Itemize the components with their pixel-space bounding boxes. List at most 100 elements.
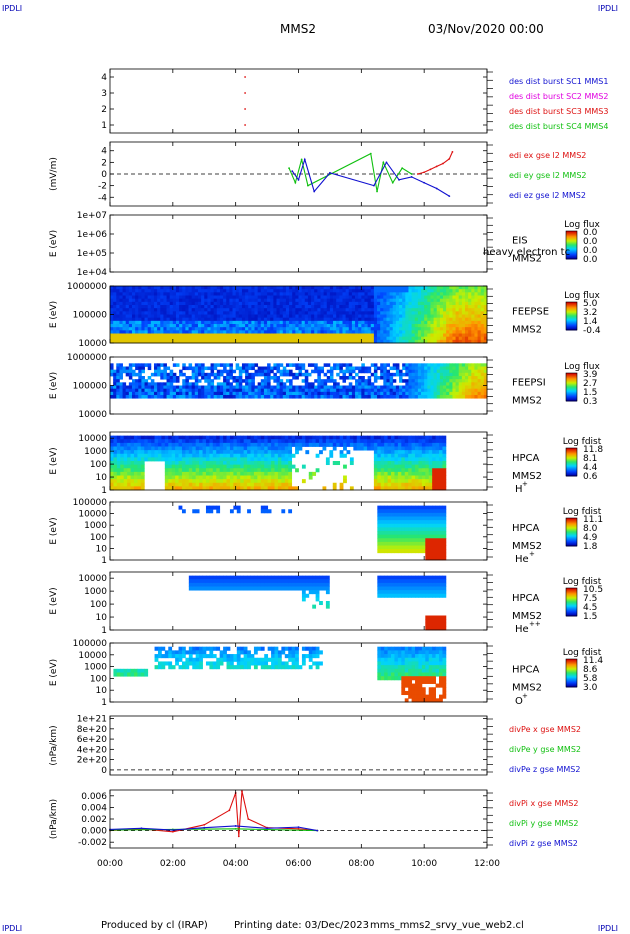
heatmap-cell [342,298,347,303]
heatmap-cell [414,369,419,374]
heatmap-cell [392,308,397,312]
heatmap-cell [295,327,299,331]
heatmap-cell [236,439,241,444]
heatmap-cell [295,292,299,296]
heatmap-cell [304,295,309,300]
colorbar-cell [566,311,577,313]
heatmap-cell [179,305,183,309]
heatmap-cell [377,464,382,469]
heatmap-cell [477,379,482,383]
heatmap-cell [339,442,344,447]
heatmap-cell [131,317,136,322]
colorbar-cell [566,467,577,469]
heatmap-cell [207,311,211,315]
heatmap-cell [185,336,189,341]
heatmap-cell [161,446,166,451]
heatmap-cell [243,479,248,484]
heatmap-cell [178,471,183,476]
heatmap-cell [128,308,133,312]
heatmap-cell [279,301,284,306]
heatmap-cell [433,379,438,383]
heatmap-cell [207,333,211,338]
heatmap-cell [428,486,433,491]
heatmap-cell [483,385,488,390]
heatmap-cell [223,308,227,312]
heatmap-cell [273,395,277,399]
colorbar-cell [566,377,577,379]
heatmap-cell [157,336,161,341]
heatmap-cell [461,311,466,315]
heatmap-cell [443,366,447,371]
heatmap-cell [455,317,460,322]
heatmap-cell [191,327,196,331]
data-point [410,176,413,178]
heatmap-cell [402,292,406,296]
heatmap-cell [399,317,403,322]
heatmap-cell [415,482,419,487]
heatmap-cell [209,468,214,473]
heatmap-cell [295,395,299,399]
heatmap-cell [257,366,262,371]
heatmap-cell [411,298,416,303]
heatmap-cell [212,479,217,484]
heatmap-cell [223,311,227,315]
heatmap-cell [144,330,149,334]
heatmap-cell [430,298,434,303]
heatmap-cell [251,327,255,331]
heatmap-cell [229,298,233,303]
colorbar-tick: 5.0 [583,299,598,309]
heatmap-cell [273,366,277,371]
heatmap-cell [219,305,224,309]
heatmap-cell [241,301,246,306]
heatmap-cell [386,327,391,331]
heatmap-cell [480,298,485,303]
heatmap-cell [260,464,265,469]
heatmap-cell [351,391,356,396]
heatmap-cell [175,446,179,451]
heatmap-cell [289,308,293,312]
heatmap-cell [446,292,450,296]
heatmap-cell [207,379,211,383]
heatmap-cell [399,369,403,374]
heatmap-cell [247,464,251,469]
heatmap-cell [226,292,230,296]
instrument-sub-label: MMS2 [512,396,542,407]
heatmap-cell [119,305,123,309]
heatmap-cell [387,464,392,469]
heatmap-cell [270,333,274,338]
heatmap-cell [185,450,190,455]
heatmap-cell [243,450,248,455]
heatmap-cell [446,289,450,293]
heatmap-cell [339,333,343,338]
heatmap-cell [373,311,378,315]
heatmap-cell [210,289,215,293]
heatmap-cell [150,324,155,328]
heatmap-cell [391,471,395,476]
heatmap-cell [336,366,340,371]
heatmap-cell [229,317,233,322]
heatmap-cell [391,505,395,510]
heatmap-cell [182,308,186,312]
heatmap-cell [241,286,246,290]
heatmap-cell [285,369,290,374]
heatmap-cell [471,317,475,322]
heatmap-cell [317,317,321,322]
heatmap-cell [210,327,215,331]
heatmap-cell [373,442,378,447]
heatmap-cell [116,471,121,476]
heatmap-cell [404,512,409,517]
heatmap-cell [113,314,117,319]
heatmap-cell [179,330,183,334]
heatmap-cell [425,475,430,480]
heatmap-cell [192,439,197,444]
heatmap-cell [188,292,193,296]
heatmap-cell [361,314,365,319]
heatmap-cell [427,324,431,328]
heatmap-cell [427,298,431,303]
heatmap-cell [314,314,318,319]
heatmap-cell [277,486,282,491]
heatmap-cell [424,391,428,396]
heatmap-cell [138,369,142,374]
heatmap-cell [182,324,186,328]
heatmap-cell [179,369,183,374]
